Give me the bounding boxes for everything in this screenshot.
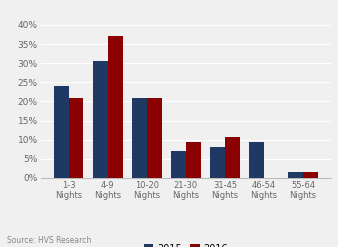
- Bar: [288, 172, 303, 178]
- Bar: [171, 151, 186, 178]
- Bar: [54, 86, 69, 178]
- Bar: [210, 147, 225, 178]
- Bar: [186, 142, 201, 178]
- Bar: [147, 98, 162, 178]
- Bar: [93, 61, 108, 178]
- Bar: [108, 36, 123, 178]
- Bar: [249, 142, 264, 178]
- Bar: [69, 98, 83, 178]
- Text: Source: HVS Research: Source: HVS Research: [7, 236, 91, 245]
- Bar: [225, 137, 240, 178]
- Legend: 2015, 2016: 2015, 2016: [144, 244, 228, 247]
- Bar: [132, 98, 147, 178]
- Bar: [303, 172, 318, 178]
